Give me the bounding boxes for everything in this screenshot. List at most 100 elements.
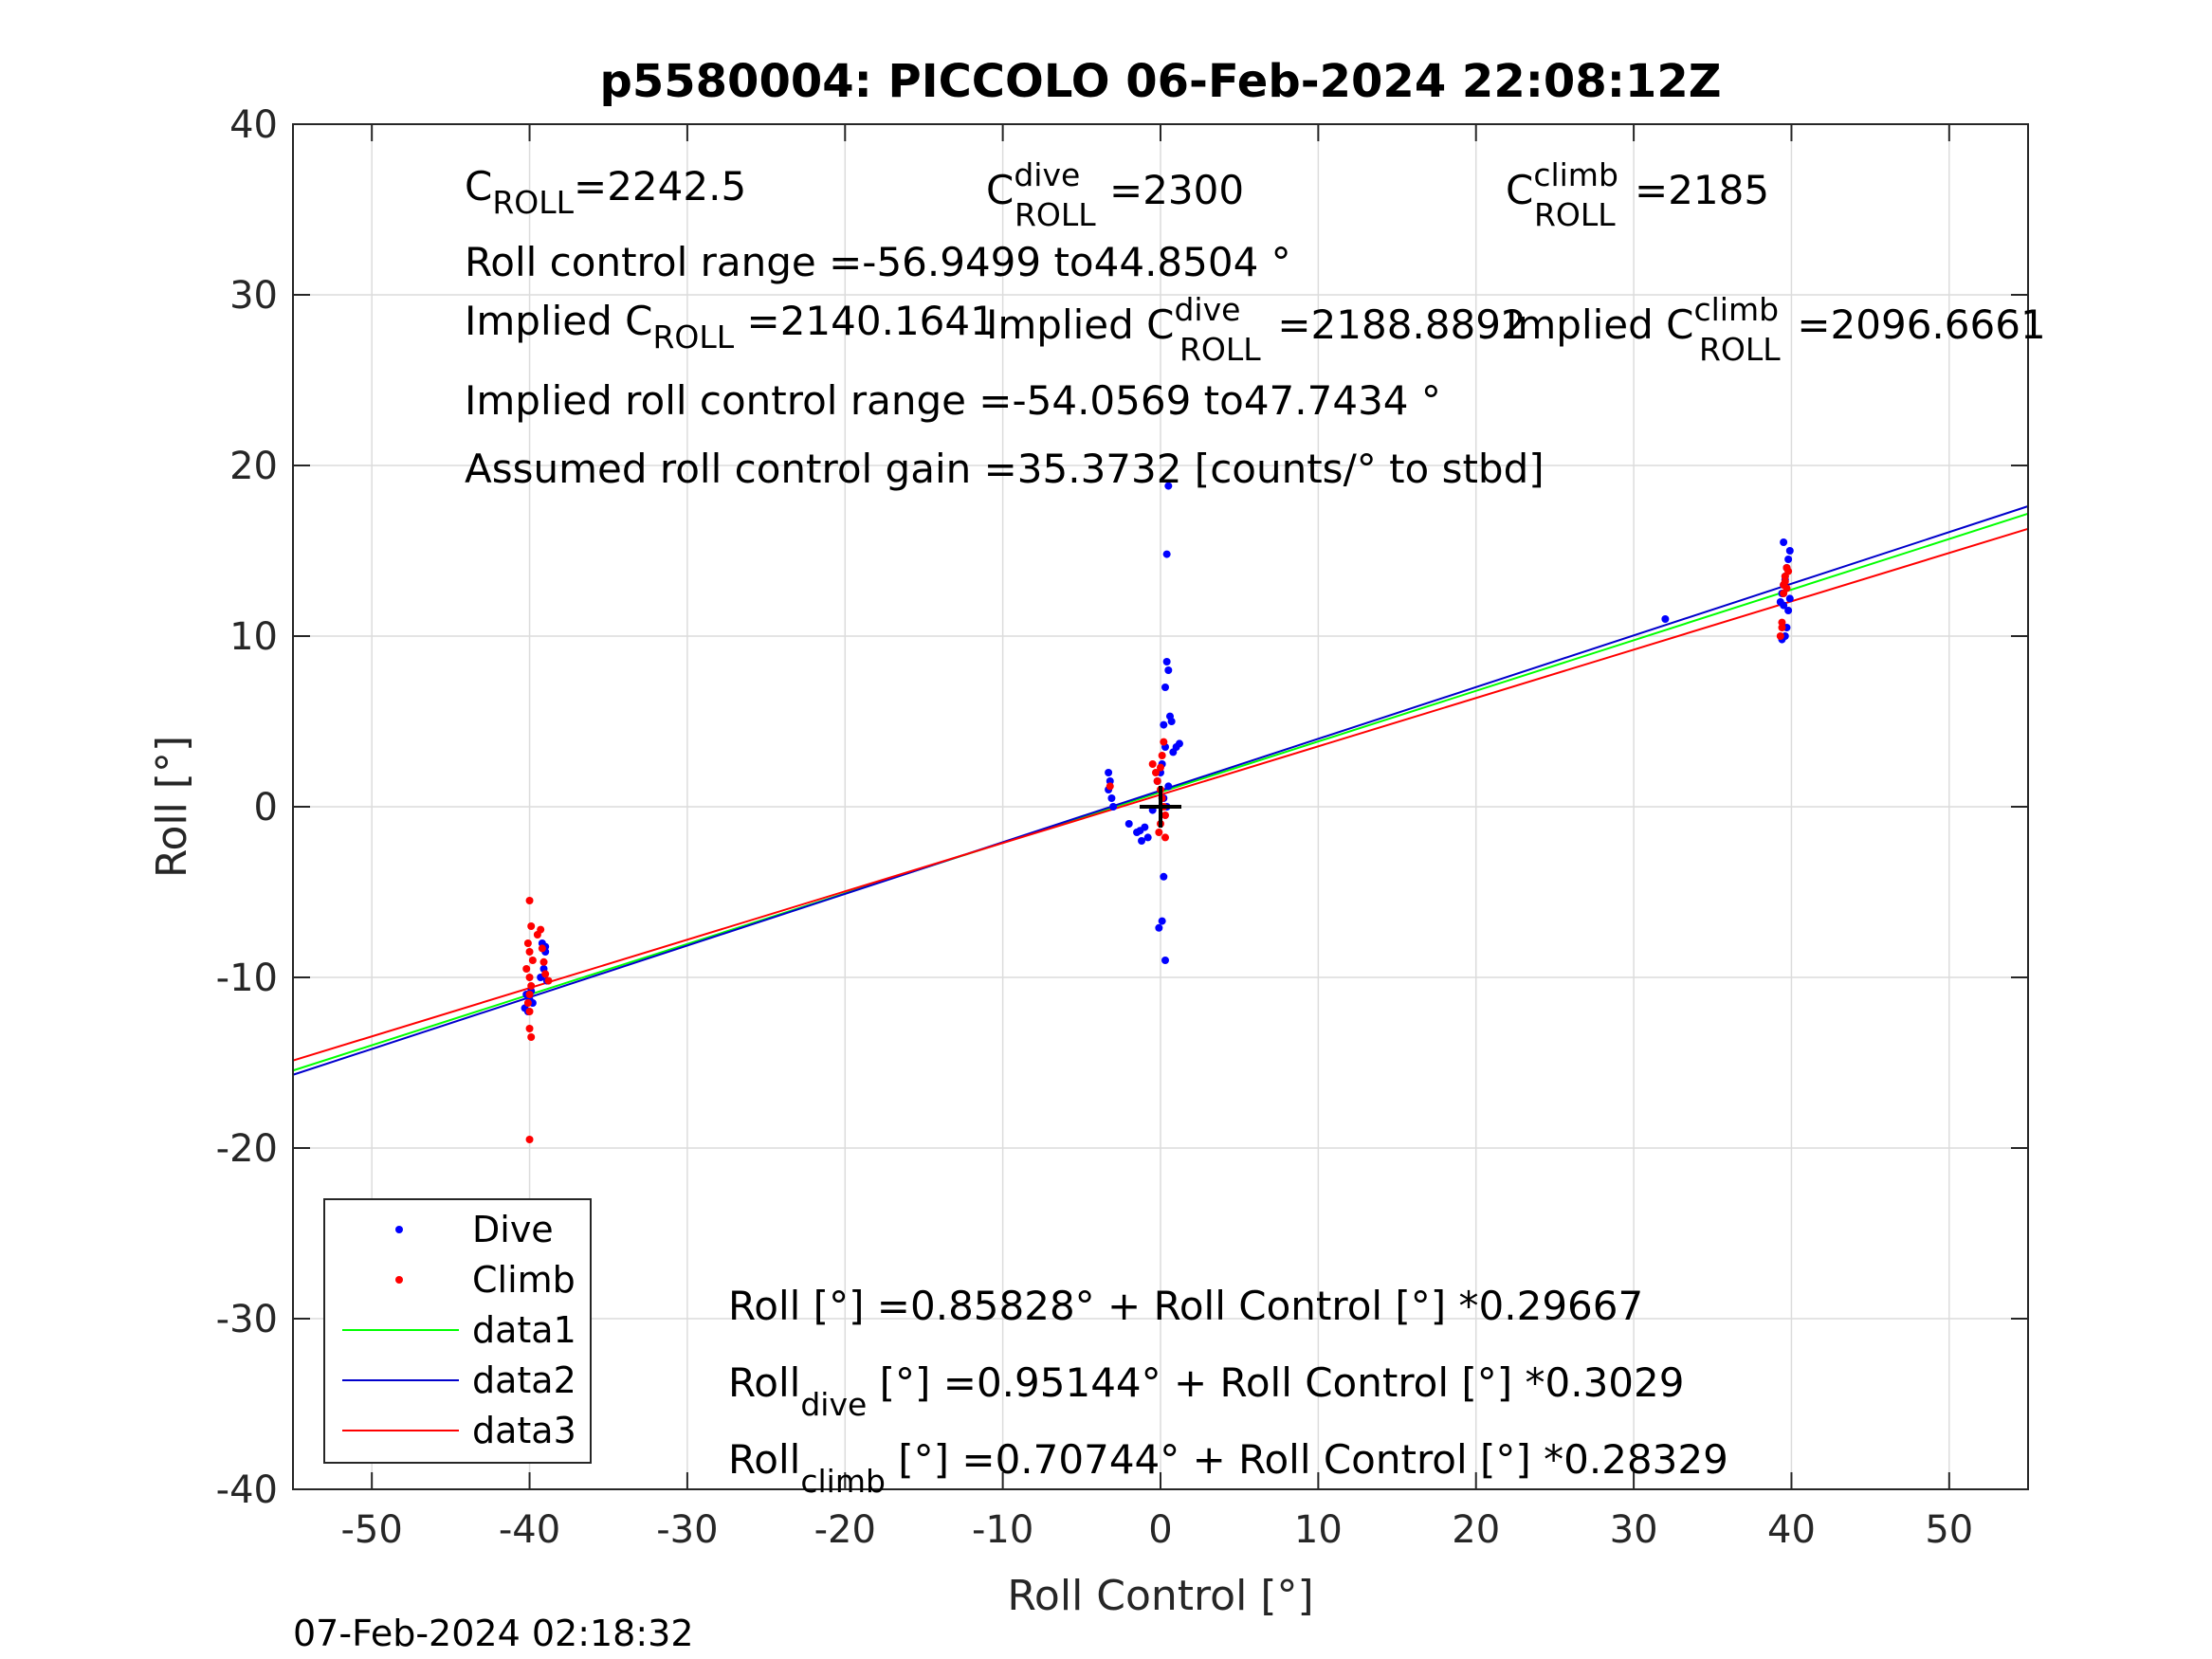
climb-point [1158, 752, 1166, 759]
climb-point [1155, 829, 1163, 836]
y-tick-label: 40 [229, 103, 278, 147]
dive-point [1164, 482, 1173, 490]
x-tick-label: 0 [1148, 1508, 1172, 1552]
climb-point [525, 948, 534, 956]
climb-point [527, 922, 536, 930]
implied-c-roll-climb-annotation: Implied Cclimb ROLL =2096.6661 [1506, 291, 2046, 368]
dive-point [1105, 769, 1113, 776]
climb-point [525, 991, 534, 998]
climb-point [527, 1033, 536, 1041]
legend-marker-dive [395, 1226, 403, 1233]
dive-point [1109, 803, 1118, 811]
legend-label-data3: data3 [472, 1410, 576, 1451]
dive-point [1124, 820, 1133, 828]
climb-point [544, 976, 553, 985]
fit-equation-climb: Rollclimb [°] =0.70744° + Roll Control [… [728, 1436, 1728, 1500]
fit-equation-all: Roll [°] =0.85828° + Roll Control [°] *0… [728, 1283, 1643, 1329]
axis-ticks [293, 123, 2028, 1490]
dive-point [1780, 601, 1788, 610]
origin-marker [1140, 786, 1181, 828]
fit-equation-dive: Rolldive [°] =0.95144° + Roll Control [°… [728, 1359, 1684, 1423]
climb-point [528, 957, 537, 964]
x-axis-label: Roll Control [°] [1007, 1572, 1313, 1620]
climb-point [1776, 632, 1784, 640]
dive-point [1784, 607, 1793, 614]
x-tick-label: 40 [1767, 1508, 1816, 1552]
y-tick-label: 20 [229, 445, 278, 488]
climb-point [539, 957, 548, 966]
x-tick-label: 50 [1925, 1508, 1973, 1552]
axis-tick-labels: -50 -40 -30 -20 -10 0 10 20 30 40 50 -40 -30 -20 -10 0 1… [216, 103, 1974, 1552]
x-tick-label: 20 [1452, 1508, 1500, 1552]
climb-point [541, 970, 550, 978]
climb-point [538, 944, 546, 953]
climb-point [523, 999, 532, 1007]
climb-point [525, 1008, 534, 1015]
y-tick-label: -10 [216, 957, 278, 1000]
y-tick-label: -40 [216, 1468, 278, 1512]
dive-point [1162, 658, 1171, 665]
dive-point [1155, 923, 1163, 932]
climb-point [1148, 760, 1157, 768]
x-tick-label: 30 [1610, 1508, 1658, 1552]
dive-point [1784, 556, 1793, 563]
legend-label-dive: Dive [472, 1209, 554, 1250]
climb-point [1778, 618, 1786, 627]
x-tick-label: -10 [972, 1508, 1033, 1552]
roll-gain-annotation: Assumed roll control gain =35.3732 [coun… [465, 446, 1545, 492]
dive-point [1164, 666, 1173, 674]
legend-label-climb: Climb [472, 1259, 576, 1301]
climb-point [522, 965, 531, 973]
climb-point [1161, 833, 1169, 842]
dive-point [1175, 739, 1183, 748]
climb-point [523, 939, 532, 947]
dive-point [1158, 917, 1166, 925]
c-roll-dive-annotation: Cdive ROLL=2300 [986, 156, 1244, 233]
dive-point [1167, 718, 1176, 725]
legend-label-data2: data2 [472, 1359, 576, 1401]
dive-point [1160, 720, 1168, 729]
climb-point [525, 974, 534, 981]
dive-point [1160, 872, 1168, 881]
dive-point [1785, 547, 1794, 555]
roll-control-range-annotation: Roll control range =-56.9499 to44.8504 ° [465, 239, 1291, 285]
dive-point [1785, 594, 1794, 603]
climb-point [1784, 567, 1793, 575]
x-tick-label: -20 [814, 1508, 876, 1552]
climb-point [1782, 584, 1791, 592]
x-tick-label: 10 [1294, 1508, 1343, 1552]
dive-point [1138, 837, 1146, 845]
y-axis-label: Roll [°] [148, 736, 196, 878]
x-tick-label: -40 [499, 1508, 560, 1552]
y-tick-label: -30 [216, 1298, 278, 1341]
climb-point [525, 1025, 534, 1032]
dive-point [1161, 957, 1169, 964]
y-tick-label: -20 [216, 1127, 278, 1171]
legend-marker-climb [395, 1276, 403, 1284]
climb-point [1152, 769, 1161, 776]
climb-point [537, 925, 545, 934]
dive-point [1161, 684, 1169, 691]
legend-label-data1: data1 [472, 1309, 576, 1351]
c-roll-climb-annotation: Cclimb ROLL=2185 [1506, 156, 1769, 233]
y-tick-label: 0 [254, 786, 278, 830]
climb-point [1160, 738, 1168, 746]
chart-title: p5580004: PICCOLO 06-Feb-2024 22:08:12Z [599, 55, 1721, 108]
climb-point [1781, 577, 1789, 586]
y-tick-label: 30 [229, 274, 278, 318]
y-tick-label: 10 [229, 615, 278, 659]
climb-point [1161, 811, 1169, 819]
dive-point [1107, 794, 1116, 802]
climb-point [527, 982, 536, 990]
dive-point [1780, 538, 1788, 546]
legend: Dive Climb data1 data2 data3 [323, 1198, 592, 1464]
dive-point [1162, 550, 1171, 558]
dive-point [1661, 615, 1670, 623]
dive-point [1164, 782, 1173, 791]
x-tick-label: -50 [341, 1508, 403, 1552]
c-roll-annotation: CROLL=2242.5 [465, 163, 746, 221]
climb-point [1153, 777, 1161, 785]
implied-c-roll-dive-annotation: Implied Cdive ROLL =2188.8892 [986, 291, 1526, 368]
climb-point [525, 897, 534, 904]
